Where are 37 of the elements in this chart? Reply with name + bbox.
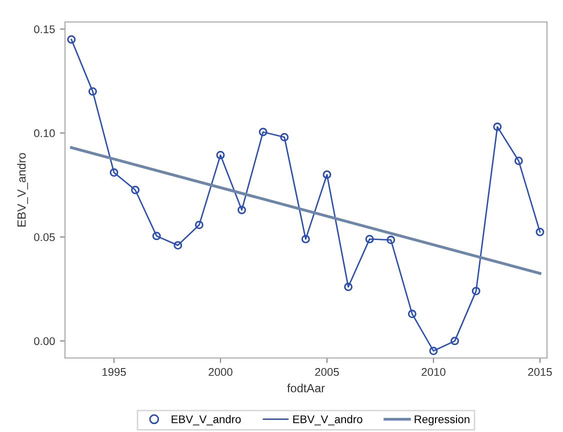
point [408, 310, 416, 318]
x-tick-label: 2015 [528, 368, 552, 376]
point [67, 35, 76, 44]
y-tick-label: 0.05 [34, 233, 55, 242]
y-tick-label: 0.00 [34, 337, 55, 346]
point [472, 286, 480, 296]
x-tick-label: 2010 [422, 368, 446, 376]
point [280, 132, 289, 142]
point [344, 282, 353, 292]
legend-label: EBV_V_andro [172, 415, 241, 426]
point [301, 234, 310, 244]
y-tick-label: 0.15 [34, 25, 55, 34]
x-tick-label: 2000 [208, 368, 232, 376]
point [386, 236, 396, 244]
point [174, 241, 182, 250]
point [365, 234, 374, 244]
legend-label: Regression [414, 415, 470, 426]
point [110, 168, 118, 177]
y-axis-title: EBV_V_andro [17, 153, 28, 226]
x-tick-label: 1995 [102, 368, 126, 376]
point [216, 150, 225, 160]
point [429, 346, 438, 356]
x-tick-label: 2005 [315, 368, 339, 376]
point [493, 122, 502, 132]
point [536, 228, 544, 236]
point [88, 87, 97, 96]
legend-label: EBV_V_andro [293, 415, 362, 426]
point [194, 220, 204, 230]
point [152, 232, 161, 240]
point [322, 170, 332, 179]
point [514, 156, 523, 166]
point [238, 206, 246, 214]
y-tick-label: 0.10 [34, 129, 55, 138]
x-axis-title: fodtAar [287, 384, 325, 392]
point [258, 128, 268, 136]
point [131, 186, 140, 194]
point [450, 336, 460, 346]
